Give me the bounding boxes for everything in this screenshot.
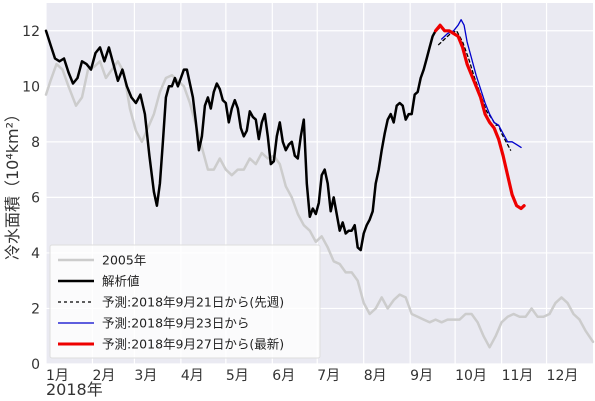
y-tick-label: 4 [31, 246, 40, 262]
x-tick-labels: 1月 2月 3月 4月 5月 6月 7月 8月 9月 10月 11月 12月 [46, 368, 578, 384]
x-tick-label: 12月 [547, 368, 579, 384]
x-tick-label: 11月 [502, 368, 534, 384]
series-line-2018-9-23 [440, 19, 522, 149]
x-tick-label: 1月 [46, 368, 69, 384]
legend-label: 解析値 [102, 274, 140, 289]
y-axis-label: 冷水面積（10⁴km²） [3, 106, 22, 260]
legend-label: 2005年 [102, 253, 146, 268]
series-layer [44, 19, 595, 349]
series-line-2005 [44, 60, 595, 349]
y-tick-label: 12 [22, 24, 40, 40]
series-line- [44, 26, 440, 252]
y-tick-label: 2 [31, 301, 40, 317]
series-line-2018-9-27 [434, 23, 526, 211]
x-axis-label: 2018年 [46, 380, 103, 399]
legend-label: 予測:2018年9月21日から(先週) [102, 295, 284, 310]
y-tick-label: 8 [31, 135, 40, 151]
x-tick-label: 7月 [317, 368, 340, 384]
y-tick-label: 10 [22, 79, 40, 95]
y-tick-label: 6 [31, 190, 40, 206]
x-tick-label: 8月 [364, 368, 387, 384]
y-tick-label: 0 [31, 357, 40, 373]
y-tick-labels: 0 2 4 6 8 10 12 [22, 24, 40, 373]
x-tick-label: 10月 [455, 368, 487, 384]
x-tick-label: 4月 [181, 368, 204, 384]
x-tick-label: 3月 [134, 368, 157, 384]
legend-label: 予測:2018年9月23日から [102, 316, 249, 331]
legend-label: 予測:2018年9月27日から(最新) [102, 337, 284, 352]
legend-box [49, 244, 321, 359]
x-tick-label: 2月 [92, 368, 115, 384]
x-tick-label: 6月 [272, 368, 295, 384]
x-tick-label: 5月 [226, 368, 249, 384]
x-tick-label: 9月 [410, 368, 433, 384]
